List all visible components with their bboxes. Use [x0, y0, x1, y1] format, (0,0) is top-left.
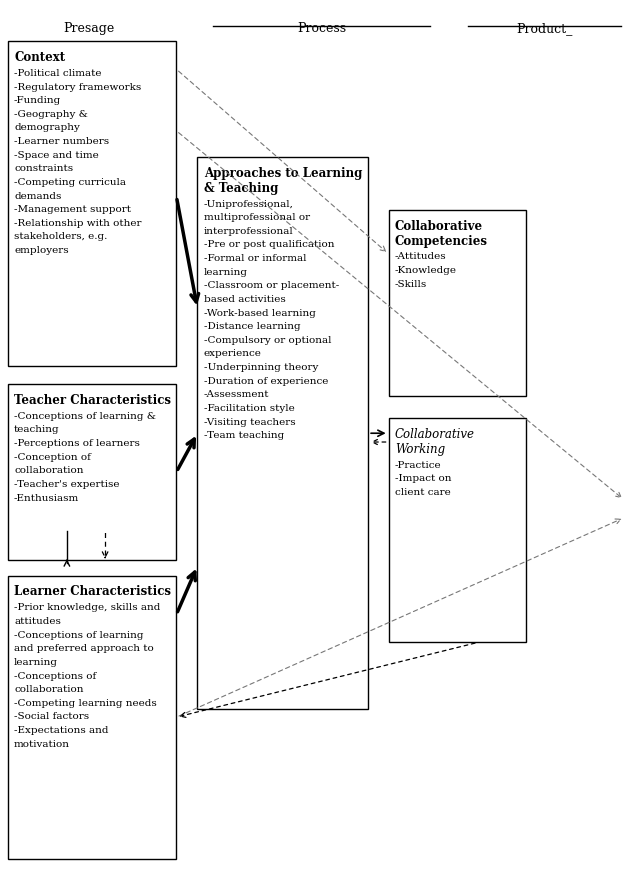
Bar [389, 211, 526, 397]
Text: collaboration: collaboration [14, 685, 83, 694]
Text: Approaches to Learning
& Teaching: Approaches to Learning & Teaching [204, 167, 362, 195]
Text: -Perceptions of learners: -Perceptions of learners [14, 438, 140, 448]
Text: -Distance learning: -Distance learning [204, 322, 301, 331]
Text: multiprofessional or: multiprofessional or [204, 212, 310, 222]
Bar [389, 419, 526, 643]
Text: -Facilitation style: -Facilitation style [204, 404, 294, 413]
Bar [8, 385, 176, 560]
Text: -Knowledge: -Knowledge [395, 265, 457, 275]
Text: -Political climate: -Political climate [14, 69, 101, 78]
Text: -Learner numbers: -Learner numbers [14, 137, 109, 146]
Text: stakeholders, e.g.: stakeholders, e.g. [14, 232, 108, 241]
Text: -Practice: -Practice [395, 460, 441, 469]
Text: Product_: Product_ [517, 22, 573, 35]
Text: -Uniprofessional,: -Uniprofessional, [204, 199, 294, 208]
Text: -Expectations and: -Expectations and [14, 725, 108, 734]
Text: -Space and time: -Space and time [14, 150, 99, 160]
Text: -Compulsory or optional: -Compulsory or optional [204, 335, 331, 344]
Text: demography: demography [14, 124, 80, 133]
Text: demands: demands [14, 191, 61, 200]
Text: Collaborative
Working: Collaborative Working [395, 428, 475, 456]
Text: -Geography &: -Geography & [14, 110, 88, 119]
Text: experience: experience [204, 349, 262, 358]
Text: teaching: teaching [14, 425, 60, 434]
Text: collaboration: collaboration [14, 465, 83, 475]
Text: -Work-based learning: -Work-based learning [204, 308, 316, 317]
Text: -Skills: -Skills [395, 279, 427, 288]
Text: -Assessment: -Assessment [204, 390, 269, 399]
Text: -Conceptions of: -Conceptions of [14, 671, 96, 680]
Text: -Relationship with other: -Relationship with other [14, 219, 141, 227]
Text: employers: employers [14, 246, 69, 255]
Bar [197, 158, 368, 709]
Text: based activities: based activities [204, 295, 285, 304]
Text: -Funding: -Funding [14, 97, 61, 105]
Text: -Impact on: -Impact on [395, 474, 452, 483]
Text: Collaborative
Competencies: Collaborative Competencies [395, 220, 488, 248]
Text: motivation: motivation [14, 739, 70, 748]
Text: constraints: constraints [14, 164, 73, 173]
Bar [8, 576, 176, 859]
Text: and preferred approach to: and preferred approach to [14, 644, 154, 652]
Text: -Visiting teachers: -Visiting teachers [204, 417, 296, 426]
Text: learning: learning [14, 657, 58, 666]
Text: -Attitudes: -Attitudes [395, 252, 447, 261]
Text: Learner Characteristics: Learner Characteristics [14, 585, 171, 598]
Text: -Social factors: -Social factors [14, 711, 89, 721]
Text: -Pre or post qualification: -Pre or post qualification [204, 240, 334, 249]
Text: -Duration of experience: -Duration of experience [204, 376, 328, 385]
Bar [8, 42, 176, 367]
Text: learning: learning [204, 267, 248, 277]
Text: -Regulatory frameworks: -Regulatory frameworks [14, 83, 141, 91]
Text: attitudes: attitudes [14, 616, 61, 625]
Text: -Underpinning theory: -Underpinning theory [204, 363, 318, 371]
Text: -Enthusiasm: -Enthusiasm [14, 493, 79, 502]
Text: -Competing curricula: -Competing curricula [14, 177, 126, 187]
Text: client care: client care [395, 487, 451, 496]
Text: interprofessional: interprofessional [204, 227, 294, 235]
Text: -Formal or informal: -Formal or informal [204, 254, 306, 263]
Text: Context: Context [14, 51, 65, 64]
Text: -Conception of: -Conception of [14, 452, 91, 461]
Text: Teacher Characteristics: Teacher Characteristics [14, 393, 171, 407]
Text: -Conceptions of learning: -Conceptions of learning [14, 630, 143, 639]
Text: -Prior knowledge, skills and: -Prior knowledge, skills and [14, 602, 161, 612]
Text: Presage: Presage [64, 22, 115, 35]
Text: -Classroom or placement-: -Classroom or placement- [204, 281, 339, 290]
Text: -Team teaching: -Team teaching [204, 430, 284, 440]
Text: Process: Process [297, 22, 347, 35]
Text: -Competing learning needs: -Competing learning needs [14, 698, 157, 707]
Text: -Management support: -Management support [14, 205, 131, 214]
Text: -Conceptions of learning &: -Conceptions of learning & [14, 411, 156, 421]
Text: -Teacher's expertise: -Teacher's expertise [14, 479, 120, 488]
